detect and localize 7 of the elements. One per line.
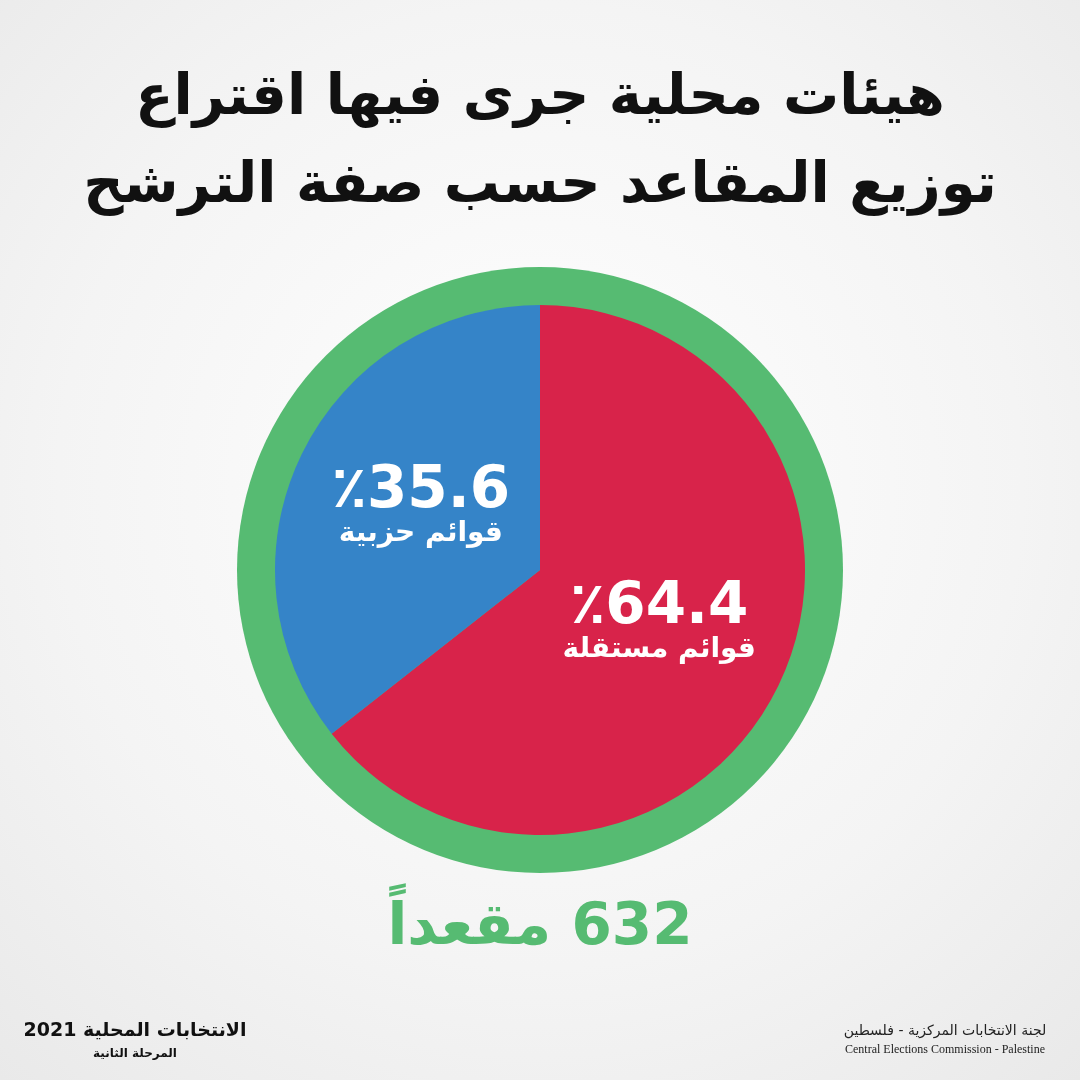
chart-subtitle: توزيع المقاعد حسب صفة الترشح (82, 150, 998, 215)
text: المرحلة الثانية (92, 1046, 178, 1060)
text: Central Elections Commission - Palestine (844, 1042, 1046, 1057)
chart-title: هيئات محلية جرى فيها اقتراع (134, 62, 946, 127)
text: الانتخابات المحلية 2021 (22, 1018, 248, 1040)
slice-label: قوائم حزبية (338, 515, 503, 549)
text: لجنة الانتخابات المركزية - فلسطين (842, 1022, 1048, 1038)
